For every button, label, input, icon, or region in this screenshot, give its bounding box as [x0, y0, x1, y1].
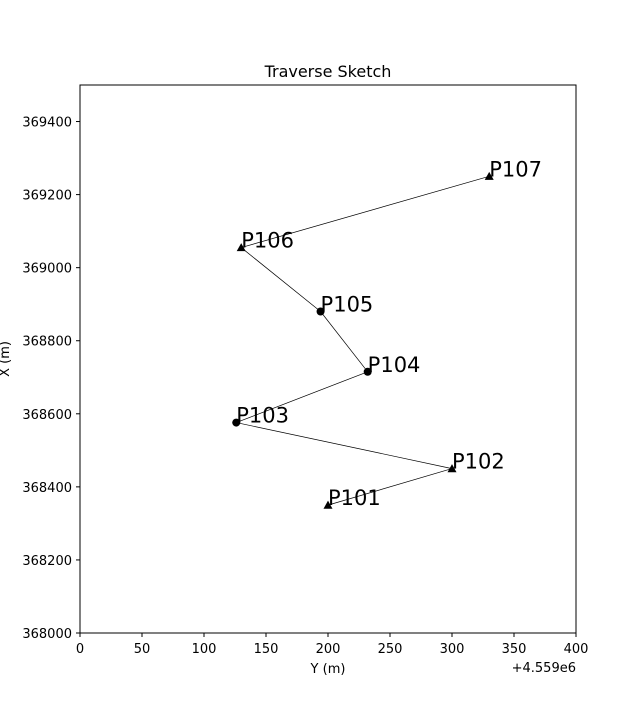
station-marker-p102 [447, 464, 457, 473]
y-tick-label: 368200 [22, 554, 72, 569]
traverse-leg-p101-p102 [327, 468, 453, 506]
station-label-p101: P101 [328, 486, 381, 510]
station-marker-p103 [232, 418, 241, 427]
x-axis: 0 50 100 150 200 250 300 350 400 [76, 633, 589, 657]
y-tick-label: 368800 [22, 335, 72, 350]
station-label-p102: P102 [452, 450, 505, 474]
station-marker-p107 [484, 171, 494, 180]
x-tick-label: 150 [254, 642, 279, 657]
traverse-leg-p105-p106 [240, 247, 321, 312]
x-tick-label: 0 [76, 642, 84, 657]
y-tick-label: 368000 [22, 627, 72, 642]
traverse-leg-p102-p103 [236, 422, 453, 469]
x-tick-label: 100 [192, 642, 217, 657]
station-marker-p106 [236, 243, 246, 252]
x-axis-title: Y (m) [310, 662, 346, 677]
station-marker-p101 [323, 500, 333, 509]
station-marker-p105 [316, 307, 325, 316]
traverse-leg-p103-p104 [236, 371, 368, 423]
station-label-p105: P105 [321, 293, 374, 317]
y-tick-label: 369200 [22, 189, 72, 204]
y-tick-label: 369000 [22, 262, 72, 277]
y-axis-title: X (m) [0, 341, 13, 377]
station-label-p104: P104 [368, 353, 421, 377]
traverse-leg-p106-p107 [241, 175, 490, 248]
y-tick-label: 368600 [22, 408, 72, 423]
chart-title: Traverse Sketch [264, 62, 392, 81]
station-marker-p104 [363, 367, 372, 376]
x-tick-label: 400 [564, 642, 589, 657]
station-label-p106: P106 [241, 229, 294, 253]
x-tick-label: 200 [316, 642, 341, 657]
traverse-lines [236, 175, 490, 506]
y-axis: 368000 368200 368400 368600 368800 369000 3692… [22, 116, 80, 642]
traverse-leg-p104-p105 [320, 311, 368, 373]
y-tick-label: 369400 [22, 116, 72, 131]
y-tick-label: 368400 [22, 481, 72, 496]
x-tick-label: 250 [378, 642, 403, 657]
x-tick-label: 50 [134, 642, 151, 657]
station-markers [232, 171, 494, 509]
station-label-p107: P107 [489, 157, 542, 181]
x-axis-offset-label: +4.559e6 [512, 661, 576, 676]
x-tick-label: 300 [440, 642, 465, 657]
station-label-p103: P103 [236, 404, 289, 428]
station-labels: P101 P102 P103 P104 P105 P106 P107 [236, 157, 542, 510]
x-tick-label: 350 [502, 642, 527, 657]
